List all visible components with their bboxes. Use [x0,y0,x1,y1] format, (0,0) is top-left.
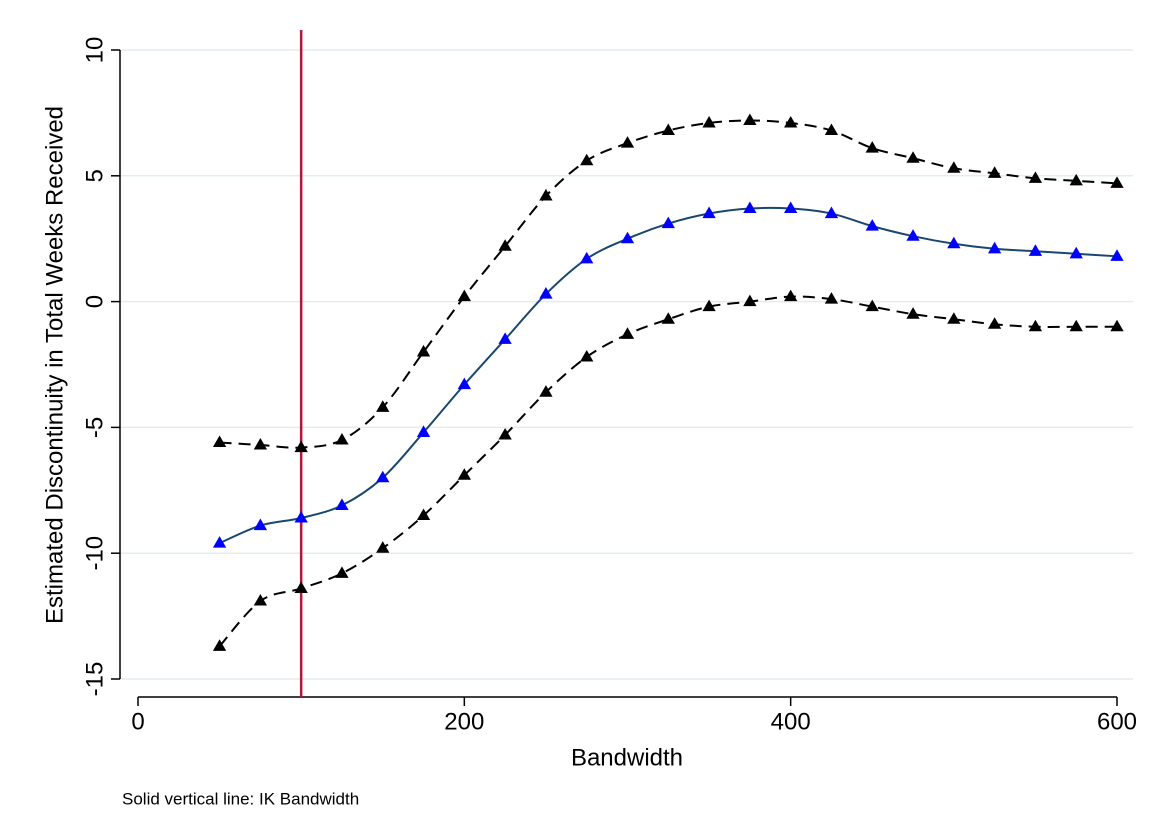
marker [1028,319,1043,332]
series-line [219,206,1118,545]
marker [294,440,308,453]
marker [784,201,798,214]
marker [253,518,268,531]
y-tick-label: -10 [81,536,108,571]
y-tick-label: -5 [81,417,108,438]
marker [376,541,390,553]
marker [580,349,594,362]
marker [539,287,553,299]
marker [784,115,798,128]
series-line [218,295,1117,647]
note: Solid vertical line: IK Bandwidth [122,789,359,808]
marker [539,385,553,397]
marker [865,299,879,312]
marker [906,229,920,241]
marker [253,438,268,450]
x-tick-label: 400 [771,708,811,735]
x-tick-label: 0 [131,708,144,735]
marker [416,508,431,521]
marker [906,151,920,163]
marker [457,468,471,480]
marker [1110,319,1124,332]
marker [702,299,716,312]
marker [702,206,716,219]
marker [498,239,512,251]
marker [661,123,675,136]
x-tick-label: 200 [444,708,484,735]
marker [865,219,879,231]
marker [335,432,349,445]
marker [376,470,390,483]
marker [498,332,512,344]
marker [1028,171,1043,183]
marker [824,123,839,136]
marker [1069,246,1083,259]
marker [294,510,308,523]
marker [212,536,227,548]
series-line [219,119,1118,449]
marker [824,292,839,304]
marker [212,435,227,448]
marker [743,113,757,125]
marker [865,141,879,153]
marker [824,206,839,219]
y-axis-label: Estimated Discontinuity in Total Weeks R… [41,106,68,624]
marker [457,289,471,302]
marker [987,241,1002,254]
y-tick-label: 0 [81,295,108,308]
x-axis-label: Bandwidth [571,744,683,771]
marker [1110,249,1124,261]
marker [1110,176,1124,188]
marker [416,425,431,437]
marker [743,294,757,307]
marker [947,312,961,324]
marker [620,231,635,244]
marker [661,216,675,229]
marker [539,188,553,201]
marker [580,153,594,166]
marker [335,498,349,510]
y-tick-label: -15 [81,662,108,697]
y-tick-label: 5 [81,169,108,182]
marker [1069,173,1083,186]
marker [294,581,308,593]
marker [376,400,390,412]
marker [212,639,227,651]
x-tick-label: 600 [1097,708,1137,735]
marker [335,566,349,578]
marker [947,236,961,249]
marker [987,166,1002,178]
marker [906,307,920,319]
marker [1028,244,1043,256]
marker [1069,319,1083,332]
marker [620,327,635,339]
marker [987,317,1002,329]
marker [661,312,675,324]
marker [947,161,961,173]
marker [498,427,512,440]
marker [702,115,716,128]
marker [416,344,431,357]
marker [784,289,798,302]
y-tick-label: 10 [81,37,108,64]
marker [580,251,594,264]
marker [620,136,635,148]
marker [457,377,471,390]
marker [743,201,757,214]
marker [253,594,268,606]
